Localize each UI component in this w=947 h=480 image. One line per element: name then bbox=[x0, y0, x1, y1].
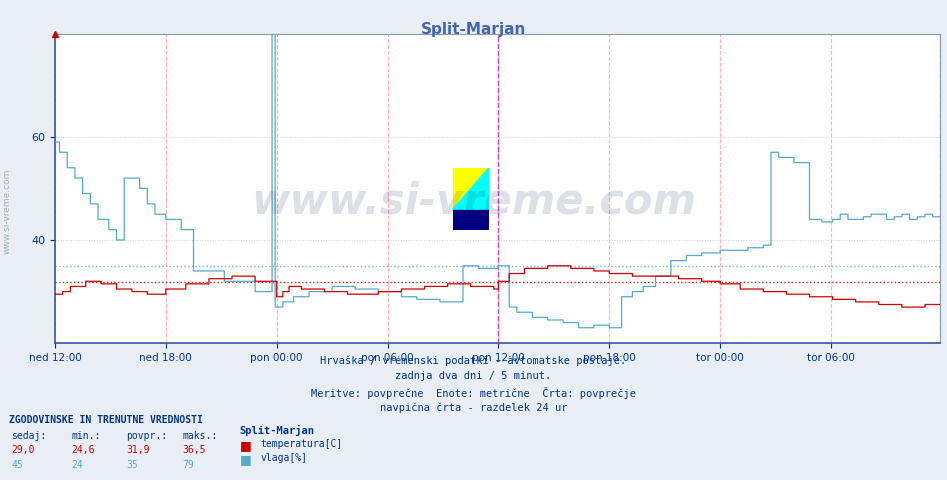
Polygon shape bbox=[453, 210, 489, 230]
Text: www.si-vreme.com: www.si-vreme.com bbox=[3, 168, 12, 254]
Text: 24,6: 24,6 bbox=[71, 445, 95, 456]
Text: vlaga[%]: vlaga[%] bbox=[260, 453, 308, 463]
Text: 24: 24 bbox=[71, 460, 82, 470]
Text: www.si-vreme.com: www.si-vreme.com bbox=[251, 180, 696, 223]
Text: povpr.:: povpr.: bbox=[126, 431, 167, 441]
Text: Split-Marjan: Split-Marjan bbox=[240, 425, 314, 436]
Text: min.:: min.: bbox=[71, 431, 100, 441]
Text: ■: ■ bbox=[240, 453, 251, 466]
Text: sedaj:: sedaj: bbox=[11, 431, 46, 441]
Text: 79: 79 bbox=[183, 460, 194, 470]
Text: 45: 45 bbox=[11, 460, 23, 470]
Text: temperatura[C]: temperatura[C] bbox=[260, 439, 343, 449]
Polygon shape bbox=[453, 168, 489, 210]
Text: zadnja dva dni / 5 minut.: zadnja dva dni / 5 minut. bbox=[396, 371, 551, 381]
Text: 31,9: 31,9 bbox=[126, 445, 150, 456]
Text: ■: ■ bbox=[240, 439, 251, 452]
Text: ZGODOVINSKE IN TRENUTNE VREDNOSTI: ZGODOVINSKE IN TRENUTNE VREDNOSTI bbox=[9, 415, 204, 425]
Text: Hrvaška / vremenski podatki - avtomatske postaje.: Hrvaška / vremenski podatki - avtomatske… bbox=[320, 355, 627, 366]
Text: 36,5: 36,5 bbox=[183, 445, 206, 456]
Text: Meritve: povprečne  Enote: metrične  Črta: povprečje: Meritve: povprečne Enote: metrične Črta:… bbox=[311, 387, 636, 399]
Text: 35: 35 bbox=[126, 460, 137, 470]
Text: maks.:: maks.: bbox=[183, 431, 218, 441]
Text: Split-Marjan: Split-Marjan bbox=[420, 22, 527, 36]
Text: 29,0: 29,0 bbox=[11, 445, 35, 456]
Text: navpična črta - razdelek 24 ur: navpična črta - razdelek 24 ur bbox=[380, 403, 567, 413]
Polygon shape bbox=[453, 168, 489, 210]
